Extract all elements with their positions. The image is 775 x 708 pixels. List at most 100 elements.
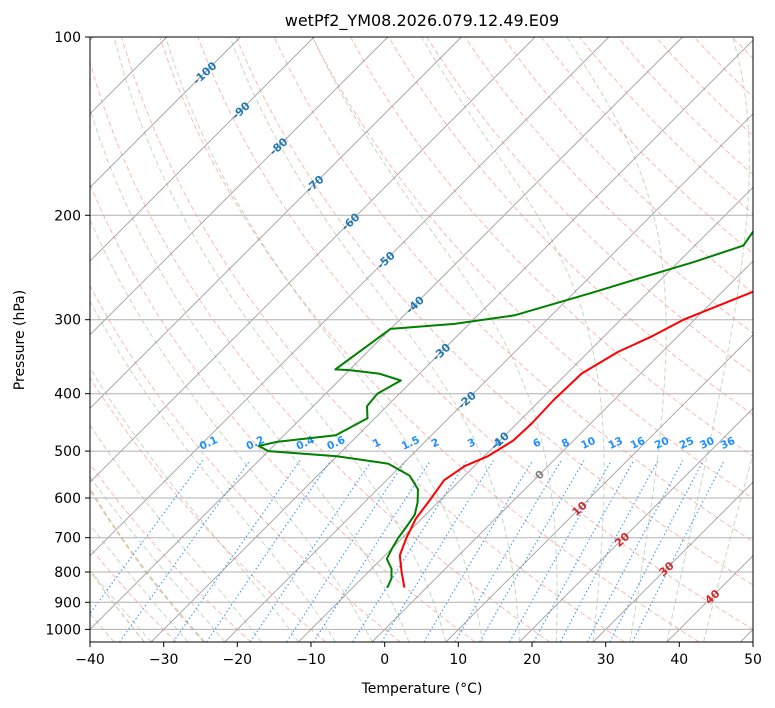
mixing-ratio-line: [509, 460, 612, 642]
isotherm-line: [150, 39, 753, 642]
mixing-ratio-line: [205, 460, 332, 642]
moist-adiabat-line: [312, 37, 558, 642]
x-tick-label: 20: [523, 652, 541, 668]
y-tick-label: 400: [54, 387, 81, 403]
mixing-ratio-line: [286, 460, 407, 642]
mixing-ratio-label: 6: [531, 436, 543, 450]
plot-frame: [89, 36, 754, 643]
mixing-ratio-line: [533, 460, 635, 642]
isotherm-line: [90, 37, 241, 189]
y-tick-label: 700: [54, 531, 81, 547]
x-tick-label: 10: [449, 652, 467, 668]
mixing-ratio-label: 20: [653, 435, 671, 452]
isotherm-line: [445, 334, 753, 642]
moist-adiabat-line: [666, 37, 750, 642]
mixing-ratio-label: 8: [560, 436, 572, 450]
mixing-ratio-label: 36: [719, 435, 737, 452]
isotherm-line: [90, 37, 315, 262]
mixing-ratio-line: [632, 460, 725, 642]
moist-adiabat-line: [229, 37, 520, 642]
y-tick-label: 100: [54, 30, 81, 46]
dry-adiabat-line: [197, 37, 753, 631]
mixing-ratio-label: 25: [678, 435, 696, 452]
mixing-ratio-line: [381, 460, 494, 642]
moist-adiabat-line: [703, 452, 753, 642]
moist-adiabat-line: [90, 107, 410, 642]
dry-adiabat-line: [388, 37, 753, 416]
y-tick-label: 300: [54, 313, 81, 329]
sounding-profiles: [257, 230, 753, 589]
isotherm-line: [90, 37, 536, 483]
x-tick-label: −30: [149, 652, 179, 668]
isotherm-line: [592, 481, 753, 642]
x-tick-label: 50: [744, 652, 762, 668]
y-tick-label: 600: [54, 491, 81, 507]
mixing-ratio-label: 1: [371, 436, 383, 450]
moist-adiabat-line: [90, 424, 262, 642]
dry-adiabat-line: [235, 37, 753, 586]
mixing-ratio-label: 30: [698, 435, 716, 452]
moist-adiabat-line: [165, 37, 484, 642]
moist-adiabat-line: [90, 476, 226, 642]
dry-adiabat-line: [121, 37, 625, 642]
y-tick-label: 800: [54, 565, 81, 581]
dry-adiabat-line: [273, 37, 753, 543]
mixing-ratio-line: [423, 460, 534, 642]
x-tick-label: −20: [223, 652, 253, 668]
isotherm-line: [224, 113, 753, 642]
plot-area: [90, 37, 753, 642]
axes: −40 −30 −20 −10 0 10 20 30 40 50 1000 900 800 700 600 5…: [45, 30, 762, 668]
isotherm-line: [90, 37, 389, 336]
mixing-ratio-line: [479, 460, 585, 642]
dry-adiabat-line: [90, 183, 476, 642]
isotherm-line: [371, 260, 753, 642]
y-tick-label: 900: [54, 595, 81, 611]
y-tick-label: 1000: [45, 622, 81, 638]
isotherm-line: [90, 37, 462, 410]
dewpoint-profile-line: [257, 230, 753, 589]
x-tick-label: 30: [597, 652, 615, 668]
mixing-ratio-label: 10: [579, 435, 597, 452]
mixing-ratio-line: [249, 460, 373, 642]
x-tick-label: −10: [296, 652, 326, 668]
mixing-ratio-label: 4: [492, 436, 504, 450]
mixing-ratio-label: 3: [466, 436, 478, 450]
mixing-ratio-label: 13: [606, 435, 624, 452]
pressure-grid: [90, 37, 753, 642]
x-axis-label: Temperature (°C): [361, 681, 483, 697]
x-tick-label: 40: [670, 652, 688, 668]
dry-adiabat-line: [90, 60, 551, 642]
dry-adiabat-line: [541, 37, 753, 254]
y-tick-label: 200: [54, 208, 81, 224]
mixing-ratio-line: [454, 460, 562, 642]
mixing-ratio-line: [90, 460, 204, 615]
background-lines: [90, 37, 753, 642]
isotherm-line: [90, 37, 683, 631]
dry-adiabat-line: [579, 37, 753, 215]
tan-reference-curve: [90, 487, 206, 642]
isotherm-line: [298, 186, 753, 642]
moist-adiabat-line: [90, 218, 373, 642]
dry-adiabat-line: [159, 37, 700, 642]
isotherm-line: [90, 37, 610, 557]
chart-title: wetPf2_YM08.2026.079.12.49.E09: [285, 11, 559, 31]
moist-adiabat-line: [421, 37, 605, 642]
x-tick-label: 0: [380, 652, 389, 668]
moist-adiabat-line: [90, 300, 336, 642]
dry-adiabat-line: [426, 37, 753, 375]
dry-adiabat-line: [464, 37, 753, 334]
mixing-ratio-line: [119, 460, 251, 642]
mixing-ratio-line: [172, 460, 301, 642]
dry-adiabat-line: [90, 284, 401, 642]
isotherm-line: [519, 407, 753, 642]
moist-adiabat-line: [566, 37, 667, 642]
mixing-ratio-label: 16: [629, 435, 647, 452]
y-axis-label: Pressure (hPa): [12, 290, 28, 390]
moist-adiabat-line: [113, 37, 447, 642]
x-tick-label: −40: [75, 652, 105, 668]
mixing-ratio-label: 2: [430, 436, 442, 450]
dry-adiabat-line: [311, 37, 753, 500]
y-tick-label: 500: [54, 444, 81, 460]
temperature-profile-line: [398, 290, 753, 588]
